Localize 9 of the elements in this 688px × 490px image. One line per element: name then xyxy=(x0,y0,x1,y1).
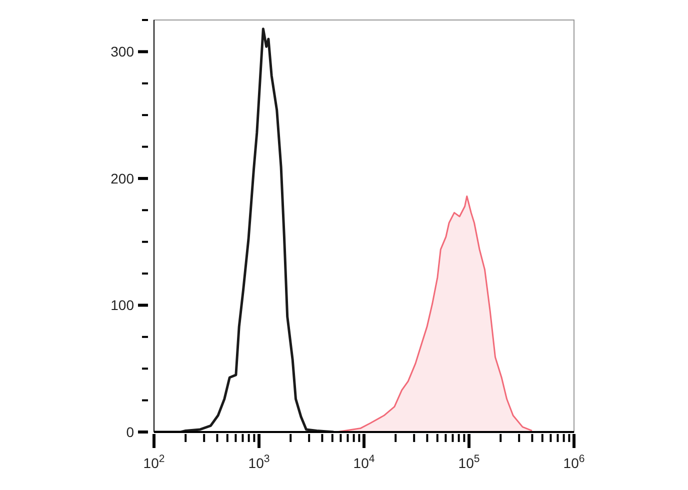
x-tick-label: 10$^{5}$ xyxy=(458,453,480,471)
y-tick-label: 0 xyxy=(126,424,134,440)
x-tick-label: 10$^{3}$ xyxy=(248,453,270,471)
y-tick-label: 300 xyxy=(110,44,134,60)
x-tick-label: 10$^{6}$ xyxy=(563,453,585,471)
y-tick-label: 200 xyxy=(110,170,134,186)
y-tick-label: 100 xyxy=(110,297,134,314)
x-tick-label: 10$^{4}$ xyxy=(353,453,375,471)
x-tick-label: 10$^{2}$ xyxy=(143,453,165,471)
